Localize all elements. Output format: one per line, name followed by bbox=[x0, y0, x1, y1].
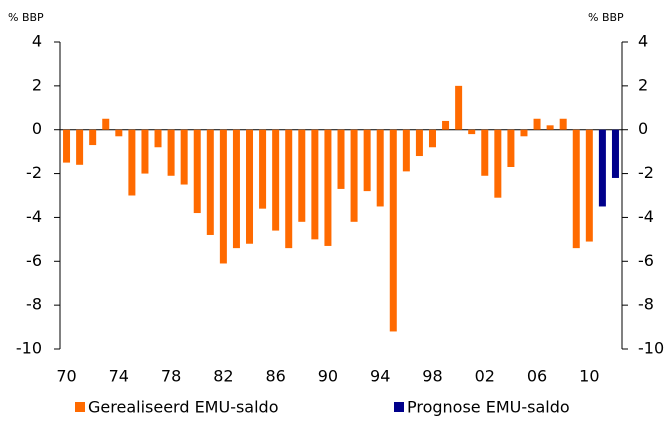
x-tick-label: 94 bbox=[370, 367, 390, 386]
bar bbox=[154, 129, 162, 148]
x-tick-label: 10 bbox=[579, 367, 599, 386]
x-tick-label: 06 bbox=[527, 367, 547, 386]
bar bbox=[363, 129, 371, 192]
y2-tick-label: -10 bbox=[638, 339, 664, 358]
bar bbox=[585, 129, 593, 242]
y-tick-label: -6 bbox=[26, 251, 42, 270]
bar bbox=[219, 129, 227, 264]
bar bbox=[141, 129, 149, 174]
y-tick-label: 4 bbox=[32, 32, 42, 51]
y2-tick-label: 0 bbox=[638, 119, 648, 138]
legend-swatch bbox=[394, 402, 404, 412]
bar bbox=[76, 129, 84, 165]
y-tick-label: -8 bbox=[26, 295, 42, 314]
y-tick-label: -4 bbox=[26, 207, 42, 226]
bar bbox=[442, 120, 450, 130]
x-tick-label: 98 bbox=[422, 367, 442, 386]
bar bbox=[533, 118, 541, 130]
y-tick-label: 0 bbox=[32, 119, 42, 138]
bar bbox=[128, 129, 136, 196]
y2-tick-label: -6 bbox=[638, 251, 654, 270]
bar bbox=[611, 129, 619, 178]
bar bbox=[507, 129, 515, 167]
y2-tick-label: -4 bbox=[638, 207, 654, 226]
legend-label: Prognose EMU-saldo bbox=[407, 398, 570, 417]
x-tick-label: 02 bbox=[475, 367, 495, 386]
bar bbox=[481, 129, 489, 176]
bar bbox=[415, 129, 423, 157]
bar bbox=[572, 129, 580, 249]
bar bbox=[102, 118, 110, 130]
bar bbox=[428, 129, 436, 148]
bar bbox=[89, 129, 97, 146]
bar bbox=[389, 129, 397, 332]
bar bbox=[115, 129, 123, 137]
x-tick-label: 82 bbox=[213, 367, 233, 386]
bar bbox=[285, 129, 293, 249]
legend-label: Gerealiseerd EMU-saldo bbox=[88, 398, 279, 417]
bar bbox=[193, 129, 201, 214]
legend-swatch bbox=[75, 402, 85, 412]
bar bbox=[455, 85, 463, 130]
bar bbox=[324, 129, 332, 246]
bar bbox=[206, 129, 214, 235]
bar bbox=[520, 129, 528, 137]
bar bbox=[246, 129, 254, 244]
bar bbox=[259, 129, 267, 209]
bar bbox=[350, 129, 358, 222]
bar bbox=[337, 129, 345, 189]
x-tick-label: 70 bbox=[56, 367, 76, 386]
bar bbox=[232, 129, 240, 249]
bar bbox=[298, 129, 306, 222]
bar bbox=[402, 129, 410, 172]
y-tick-label: -10 bbox=[16, 339, 42, 358]
bar bbox=[63, 129, 71, 163]
y2-tick-label: 4 bbox=[638, 32, 648, 51]
y-tick-label: 2 bbox=[32, 75, 42, 94]
bar bbox=[311, 129, 319, 240]
bar bbox=[546, 125, 554, 130]
bar bbox=[376, 129, 384, 207]
bar bbox=[167, 129, 175, 176]
bar bbox=[598, 129, 606, 207]
y-axis-label: % BBP bbox=[8, 11, 44, 24]
bar bbox=[468, 129, 476, 135]
x-tick-label: 90 bbox=[318, 367, 338, 386]
y-tick-label: -2 bbox=[26, 163, 42, 182]
x-tick-label: 78 bbox=[161, 367, 181, 386]
y2-tick-label: -2 bbox=[638, 163, 654, 182]
bar bbox=[180, 129, 188, 185]
bar bbox=[559, 118, 567, 130]
y2-axis-label: % BBP bbox=[588, 11, 624, 24]
y2-tick-label: 2 bbox=[638, 75, 648, 94]
bar bbox=[494, 129, 502, 198]
y2-tick-label: -8 bbox=[638, 295, 654, 314]
x-tick-label: 86 bbox=[265, 367, 285, 386]
x-tick-label: 74 bbox=[109, 367, 129, 386]
bar bbox=[272, 129, 280, 231]
